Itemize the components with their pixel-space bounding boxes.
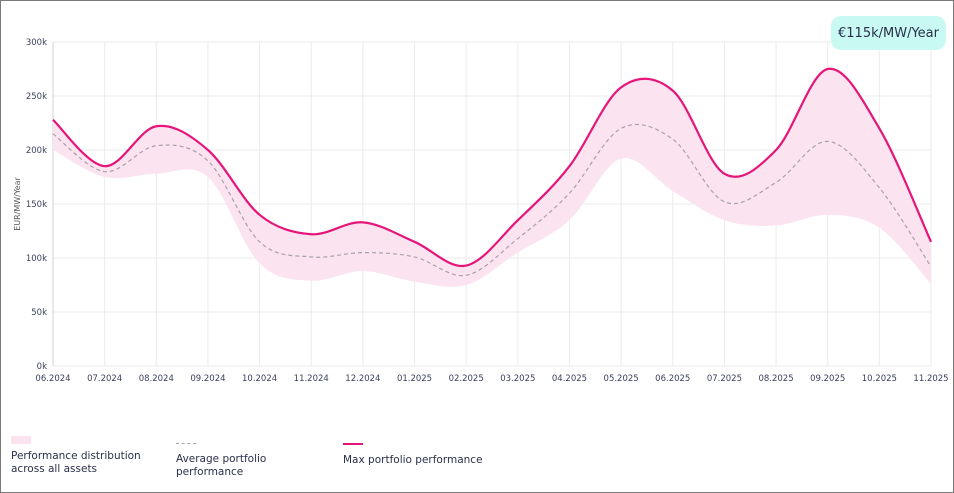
x-tick-label: 10.2024 bbox=[242, 374, 277, 384]
performance-distribution-band bbox=[53, 68, 931, 287]
dashed-line-swatch bbox=[176, 443, 196, 444]
average-value-badge: €115k/MW/Year bbox=[831, 16, 946, 50]
legend-label: across all assets bbox=[11, 463, 98, 475]
y-tick-label: 200k bbox=[26, 146, 47, 156]
band-swatch bbox=[11, 436, 31, 444]
x-tick-label: 03.2025 bbox=[500, 374, 535, 384]
y-tick-label: 150k bbox=[26, 200, 47, 210]
x-tick-label: 01.2025 bbox=[397, 374, 432, 384]
x-tick-label: 06.2024 bbox=[35, 374, 70, 384]
x-tick-label: 07.2024 bbox=[87, 374, 122, 384]
x-tick-label: 04.2025 bbox=[552, 374, 587, 384]
legend-item-max[interactable]: Max portfolio performance bbox=[343, 436, 483, 467]
y-axis-label: EUR/MW/Year bbox=[13, 176, 22, 230]
x-tick-label: 08.2025 bbox=[758, 374, 793, 384]
y-tick-label: 300k bbox=[26, 38, 47, 48]
x-tick-label: 05.2025 bbox=[604, 374, 639, 384]
legend-label: performance bbox=[176, 466, 244, 478]
legend-label: Max portfolio performance bbox=[343, 454, 483, 466]
y-tick-label: 50k bbox=[31, 308, 47, 318]
max-performance-line bbox=[52, 67, 933, 267]
x-tick-label: 06.2025 bbox=[655, 374, 690, 384]
x-tick-label: 11.2025 bbox=[913, 374, 948, 384]
legend-item-distribution[interactable]: Performance distribution across all asse… bbox=[11, 436, 141, 476]
legend-label: Performance distribution bbox=[11, 450, 141, 462]
x-tick-label: 11.2024 bbox=[294, 374, 329, 384]
x-tick-label: 12.2024 bbox=[345, 374, 380, 384]
y-tick-label: 250k bbox=[26, 92, 47, 102]
x-tick-label: 08.2024 bbox=[139, 374, 174, 384]
x-tick-label: 09.2025 bbox=[810, 374, 845, 384]
x-tick-label: 02.2025 bbox=[449, 374, 484, 384]
y-tick-label: 0k bbox=[37, 362, 47, 372]
line-swatch bbox=[343, 443, 363, 445]
y-tick-label: 100k bbox=[26, 254, 47, 264]
legend-item-average[interactable]: Average portfolio performance bbox=[176, 436, 266, 479]
legend-label: Average portfolio bbox=[176, 453, 267, 465]
x-tick-label: 07.2025 bbox=[707, 374, 742, 384]
x-tick-label: 10.2025 bbox=[862, 374, 897, 384]
average-performance-line bbox=[52, 123, 932, 277]
x-tick-label: 09.2024 bbox=[190, 374, 225, 384]
